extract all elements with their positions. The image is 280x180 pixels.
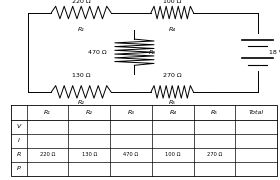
Text: R₅: R₅ [211, 110, 218, 115]
Text: R₄: R₄ [169, 27, 176, 32]
Text: 470 Ω: 470 Ω [88, 50, 106, 55]
Text: R₄: R₄ [169, 110, 176, 115]
Text: R₅: R₅ [169, 100, 176, 105]
Text: R₂: R₂ [78, 100, 85, 105]
Text: R₂: R₂ [86, 110, 93, 115]
Text: 130 Ω: 130 Ω [72, 73, 90, 78]
Text: R₁: R₁ [78, 27, 85, 32]
Text: I: I [18, 138, 20, 143]
Text: R₃: R₃ [128, 110, 134, 115]
Text: V: V [17, 124, 21, 129]
Text: 220 Ω: 220 Ω [72, 0, 90, 4]
Text: Total: Total [249, 110, 264, 115]
Text: 270 Ω: 270 Ω [163, 73, 181, 78]
Text: 100 Ω: 100 Ω [163, 0, 181, 4]
Text: 270 Ω: 270 Ω [207, 152, 222, 157]
Text: 100 Ω: 100 Ω [165, 152, 181, 157]
Text: P: P [17, 166, 21, 171]
Text: 130 Ω: 130 Ω [81, 152, 97, 157]
Text: R₁: R₁ [44, 110, 51, 115]
Text: 220 Ω: 220 Ω [40, 152, 55, 157]
Text: 470 Ω: 470 Ω [123, 152, 139, 157]
Text: R₃: R₃ [148, 50, 155, 55]
Text: 18 V: 18 V [269, 50, 280, 55]
Text: R: R [17, 152, 21, 157]
